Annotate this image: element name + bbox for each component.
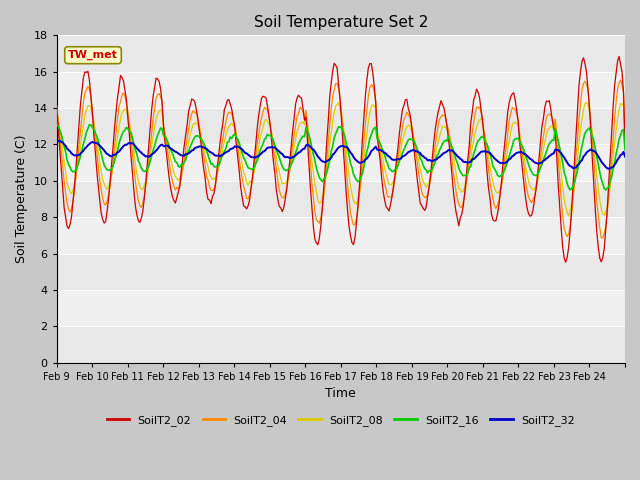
Text: TW_met: TW_met	[68, 50, 118, 60]
Bar	[57, 253, 625, 290]
Legend: SoilT2_02, SoilT2_04, SoilT2_08, SoilT2_16, SoilT2_32: SoilT2_02, SoilT2_04, SoilT2_08, SoilT2_…	[102, 411, 580, 431]
Bar	[57, 144, 625, 181]
Bar	[57, 217, 625, 253]
Title: Soil Temperature Set 2: Soil Temperature Set 2	[253, 15, 428, 30]
Bar	[57, 181, 625, 217]
Bar	[57, 72, 625, 108]
Bar	[57, 290, 625, 326]
Bar	[57, 326, 625, 363]
Y-axis label: Soil Temperature (C): Soil Temperature (C)	[15, 135, 28, 264]
Bar	[57, 108, 625, 144]
X-axis label: Time: Time	[326, 387, 356, 400]
Bar	[57, 36, 625, 72]
